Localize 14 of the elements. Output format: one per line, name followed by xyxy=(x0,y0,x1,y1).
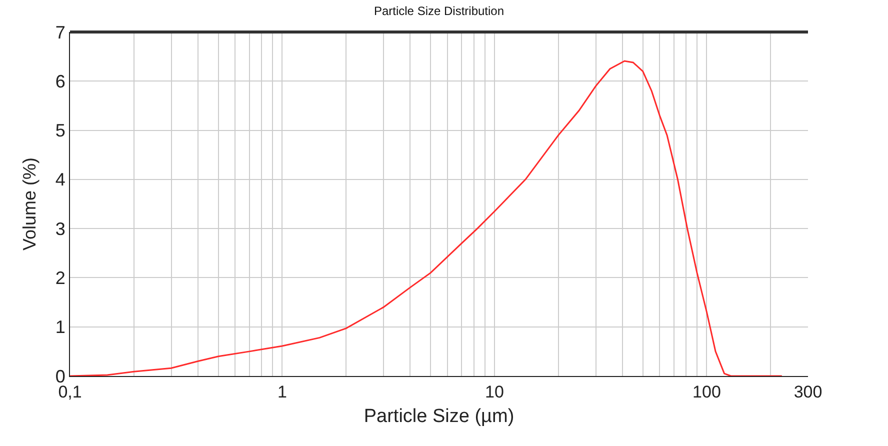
chart-title: Particle Size Distribution xyxy=(374,4,504,18)
x-axis-title: Particle Size (µm) xyxy=(364,406,514,428)
x-tick-label: 10 xyxy=(485,382,504,402)
y-tick-label: 3 xyxy=(55,218,66,239)
y-tick-label: 5 xyxy=(55,120,66,141)
x-tick-label: 300 xyxy=(794,382,822,402)
y-tick-label: 2 xyxy=(55,268,66,288)
y-axis-title: Volume (%) xyxy=(20,157,40,251)
y-tick-label: 4 xyxy=(55,170,66,190)
x-tick-label: 100 xyxy=(692,382,721,402)
y-tick-label: 7 xyxy=(55,22,66,42)
y-tick-label: 6 xyxy=(55,71,66,92)
y-tick-label: 1 xyxy=(55,317,66,338)
x-tick-label: 1 xyxy=(278,382,287,402)
